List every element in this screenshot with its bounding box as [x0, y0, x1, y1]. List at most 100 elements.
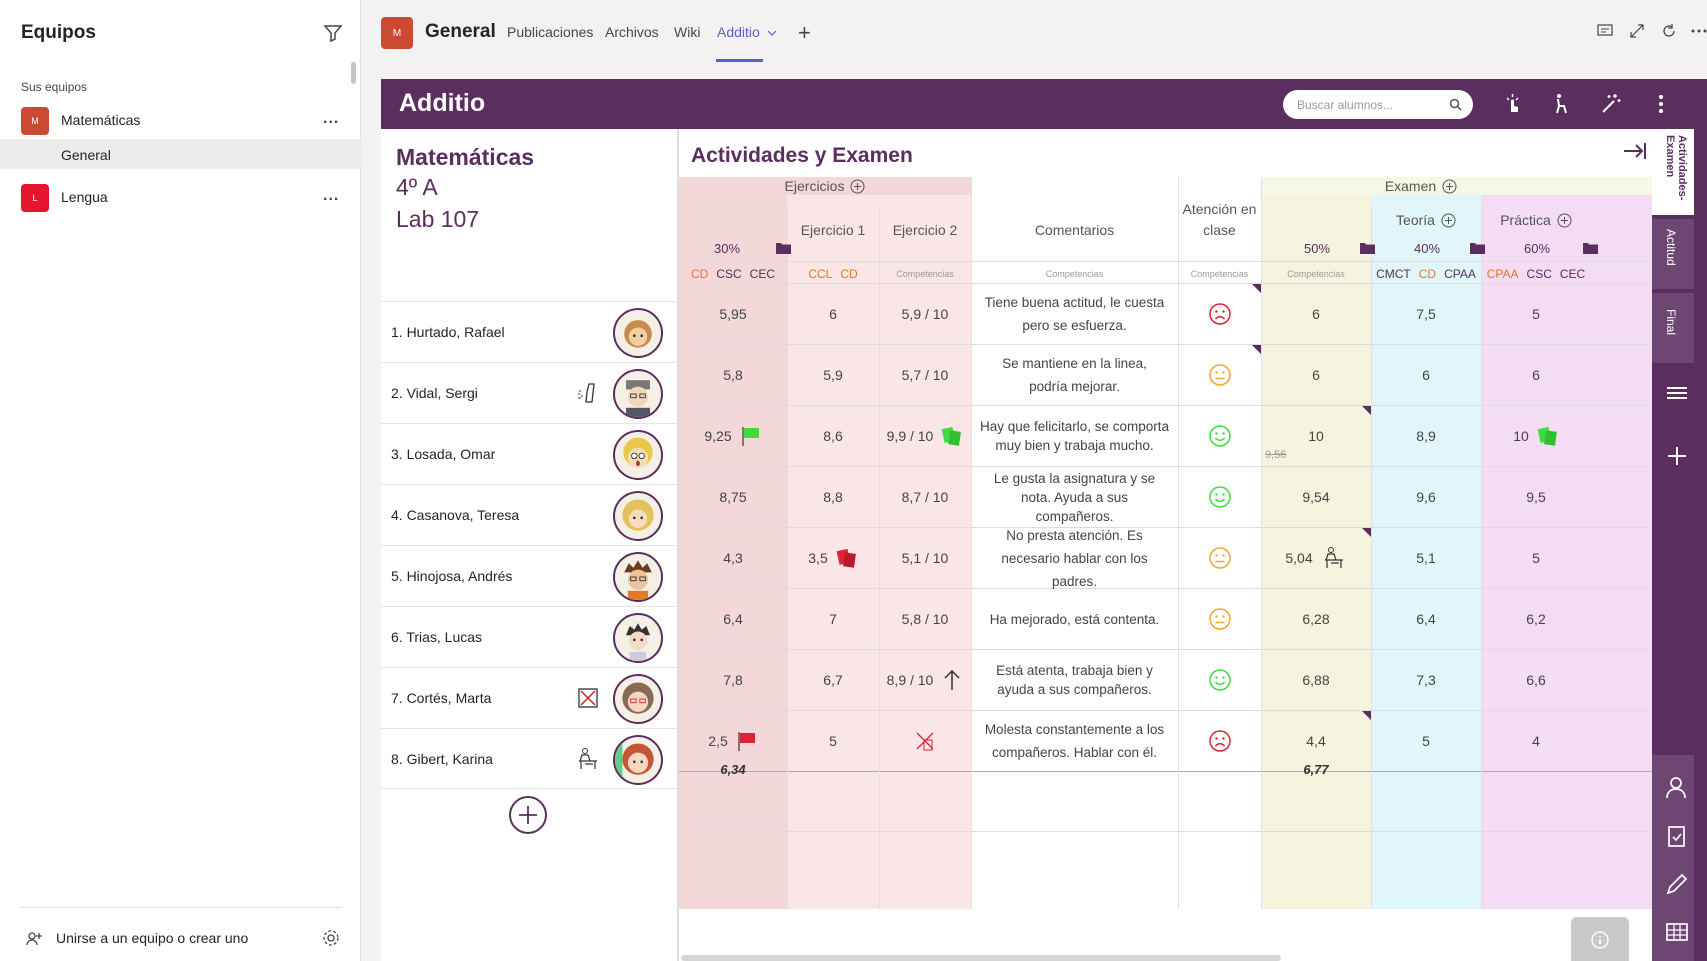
- grade-cell[interactable]: 2,5: [679, 711, 787, 771]
- grade-cell[interactable]: 6: [829, 306, 837, 322]
- chevron-down-icon[interactable]: [767, 29, 777, 37]
- grade-cell[interactable]: 9,9 / 10: [879, 406, 971, 466]
- grade-cell[interactable]: 5: [1532, 306, 1540, 322]
- add-activity-icon[interactable]: [1557, 213, 1572, 228]
- add-icon[interactable]: [1664, 443, 1690, 469]
- grade-cell[interactable]: 8,9 / 10: [879, 650, 971, 710]
- grade-cell[interactable]: 6,28: [1302, 611, 1330, 627]
- tab-wiki[interactable]: Wiki: [674, 24, 701, 40]
- grade-cell[interactable]: 7,5: [1416, 306, 1436, 322]
- more-options-icon[interactable]: ...: [323, 110, 340, 127]
- comment-cell[interactable]: No presta atención. Es necesario hablar …: [971, 528, 1178, 589]
- search-icon[interactable]: [1449, 98, 1462, 111]
- grade-cell[interactable]: 6,7: [823, 672, 843, 688]
- clipboard-check-icon[interactable]: [1664, 823, 1690, 849]
- grade-cell[interactable]: 4,3: [723, 550, 743, 566]
- attendance-icon[interactable]: [1550, 92, 1574, 116]
- grade-cell[interactable]: 5,04: [1261, 528, 1371, 588]
- vertical-more-icon[interactable]: [1649, 92, 1673, 116]
- grade-cell[interactable]: 6: [1312, 367, 1320, 383]
- collapse-panel-icon[interactable]: [1621, 137, 1649, 165]
- sad-face-icon[interactable]: [1208, 729, 1232, 753]
- folder-icon[interactable]: [776, 242, 791, 254]
- student-avatar[interactable]: [613, 613, 663, 663]
- group-header-ejercicios[interactable]: Ejercicios: [679, 177, 971, 195]
- team-item-lengua[interactable]: L Lengua ...: [0, 177, 361, 215]
- grade-cell[interactable]: 5,9 / 10: [901, 306, 949, 322]
- comment-cell[interactable]: Tiene buena actitud, le cuesta pero se e…: [971, 284, 1178, 344]
- grade-cell[interactable]: 9,5: [1526, 489, 1546, 505]
- folder-icon[interactable]: [1583, 242, 1598, 254]
- table-icon[interactable]: [1664, 919, 1690, 945]
- grade-cell[interactable]: 5,8: [723, 367, 743, 383]
- student-row[interactable]: 2. Vidal, Sergi: [381, 362, 677, 423]
- filter-icon[interactable]: [322, 22, 344, 44]
- grade-cell[interactable]: 5,7 / 10: [901, 367, 949, 383]
- student-avatar[interactable]: [613, 735, 663, 785]
- add-student-button[interactable]: [509, 796, 547, 834]
- add-activity-icon[interactable]: [850, 179, 865, 194]
- horizontal-scrollbar[interactable]: [681, 955, 1281, 961]
- grade-cell[interactable]: 8,6: [823, 428, 843, 444]
- more-options-icon[interactable]: [1690, 22, 1707, 40]
- touch-select-icon[interactable]: [1501, 92, 1525, 116]
- happy-face-icon[interactable]: [1208, 424, 1232, 448]
- add-tab-button[interactable]: +: [798, 20, 811, 45]
- comment-cell[interactable]: Está atenta, trabaja bien y ayuda a sus …: [971, 650, 1178, 710]
- grade-cell[interactable]: 4,4: [1306, 733, 1326, 749]
- grade-cell[interactable]: 6,6: [1526, 672, 1546, 688]
- student-row[interactable]: 1. Hurtado, Rafael: [381, 301, 677, 362]
- sidebar-scrollbar[interactable]: [351, 62, 356, 84]
- channel-item-general[interactable]: General: [0, 139, 361, 169]
- grade-cell[interactable]: 5,95: [719, 306, 747, 322]
- add-activity-icon[interactable]: [1441, 213, 1456, 228]
- tab-actitud[interactable]: Actitud: [1652, 219, 1694, 289]
- student-row[interactable]: 5. Hinojosa, Andrés: [381, 545, 677, 606]
- add-activity-icon[interactable]: [1442, 179, 1457, 194]
- folder-icon[interactable]: [1470, 242, 1485, 254]
- grade-cell[interactable]: 7,3: [1416, 672, 1436, 688]
- student-row[interactable]: 3. Losada, Omar: [381, 423, 677, 484]
- grade-cell[interactable]: 6: [1422, 367, 1430, 383]
- grade-cell[interactable]: 5,9: [823, 367, 843, 383]
- folder-icon[interactable]: [1360, 242, 1375, 254]
- info-button[interactable]: [1571, 917, 1629, 961]
- column-header-ejercicio-2[interactable]: Ejercicio 2: [892, 222, 958, 238]
- comment-cell[interactable]: Molesta constantemente a los compañeros.…: [971, 711, 1178, 771]
- grade-cell[interactable]: 9,6: [1416, 489, 1436, 505]
- grade-cell[interactable]: 5,1 / 10: [901, 550, 949, 566]
- more-options-icon[interactable]: ...: [323, 187, 340, 204]
- comment-cell[interactable]: Le gusta la asignatura y se nota. Ayuda …: [971, 467, 1178, 527]
- grade-cell[interactable]: 5: [1532, 550, 1540, 566]
- tab-final[interactable]: Final: [1652, 293, 1694, 363]
- comment-cell[interactable]: Ha mejorado, está contenta.: [971, 589, 1178, 649]
- column-header-comentarios[interactable]: Comentarios: [1034, 222, 1115, 238]
- student-avatar[interactable]: [613, 308, 663, 358]
- grade-cell[interactable]: 6,2: [1526, 611, 1546, 627]
- search-input[interactable]: [1297, 90, 1447, 119]
- grade-cell[interactable]: 10: [1481, 406, 1591, 466]
- group-header-examen[interactable]: Examen: [1261, 177, 1581, 195]
- refresh-icon[interactable]: [1660, 22, 1678, 40]
- student-avatar[interactable]: [613, 430, 663, 480]
- join-team-icon[interactable]: [26, 930, 44, 948]
- grade-cell[interactable]: 6: [1312, 306, 1320, 322]
- comment-cell[interactable]: Se mantiene en la linea, podría mejorar.: [971, 345, 1178, 405]
- student-avatar[interactable]: [613, 552, 663, 602]
- team-item-matematicas[interactable]: M Matemáticas ...: [0, 100, 361, 138]
- student-row[interactable]: 8. Gibert, Karina: [381, 728, 677, 789]
- student-avatar[interactable]: [613, 491, 663, 541]
- grade-cell[interactable]: [879, 711, 971, 771]
- student-avatar[interactable]: [613, 369, 663, 419]
- student-row[interactable]: 7. Cortés, Marta: [381, 667, 677, 728]
- grade-cell[interactable]: 8,75: [719, 489, 747, 505]
- grade-cell[interactable]: 7: [829, 611, 837, 627]
- grade-cell[interactable]: 8,9: [1416, 428, 1436, 444]
- grade-cell[interactable]: 6,88: [1302, 672, 1330, 688]
- grade-cell[interactable]: 6: [1532, 367, 1540, 383]
- grade-cell[interactable]: 8,8: [823, 489, 843, 505]
- comment-cell[interactable]: Hay que felicitarlo, se comporta muy bie…: [971, 406, 1178, 466]
- tab-actividades-examen[interactable]: Actividades-Examen: [1652, 129, 1694, 215]
- grade-cell[interactable]: 6,4: [723, 611, 743, 627]
- student-row[interactable]: 4. Casanova, Teresa: [381, 484, 677, 545]
